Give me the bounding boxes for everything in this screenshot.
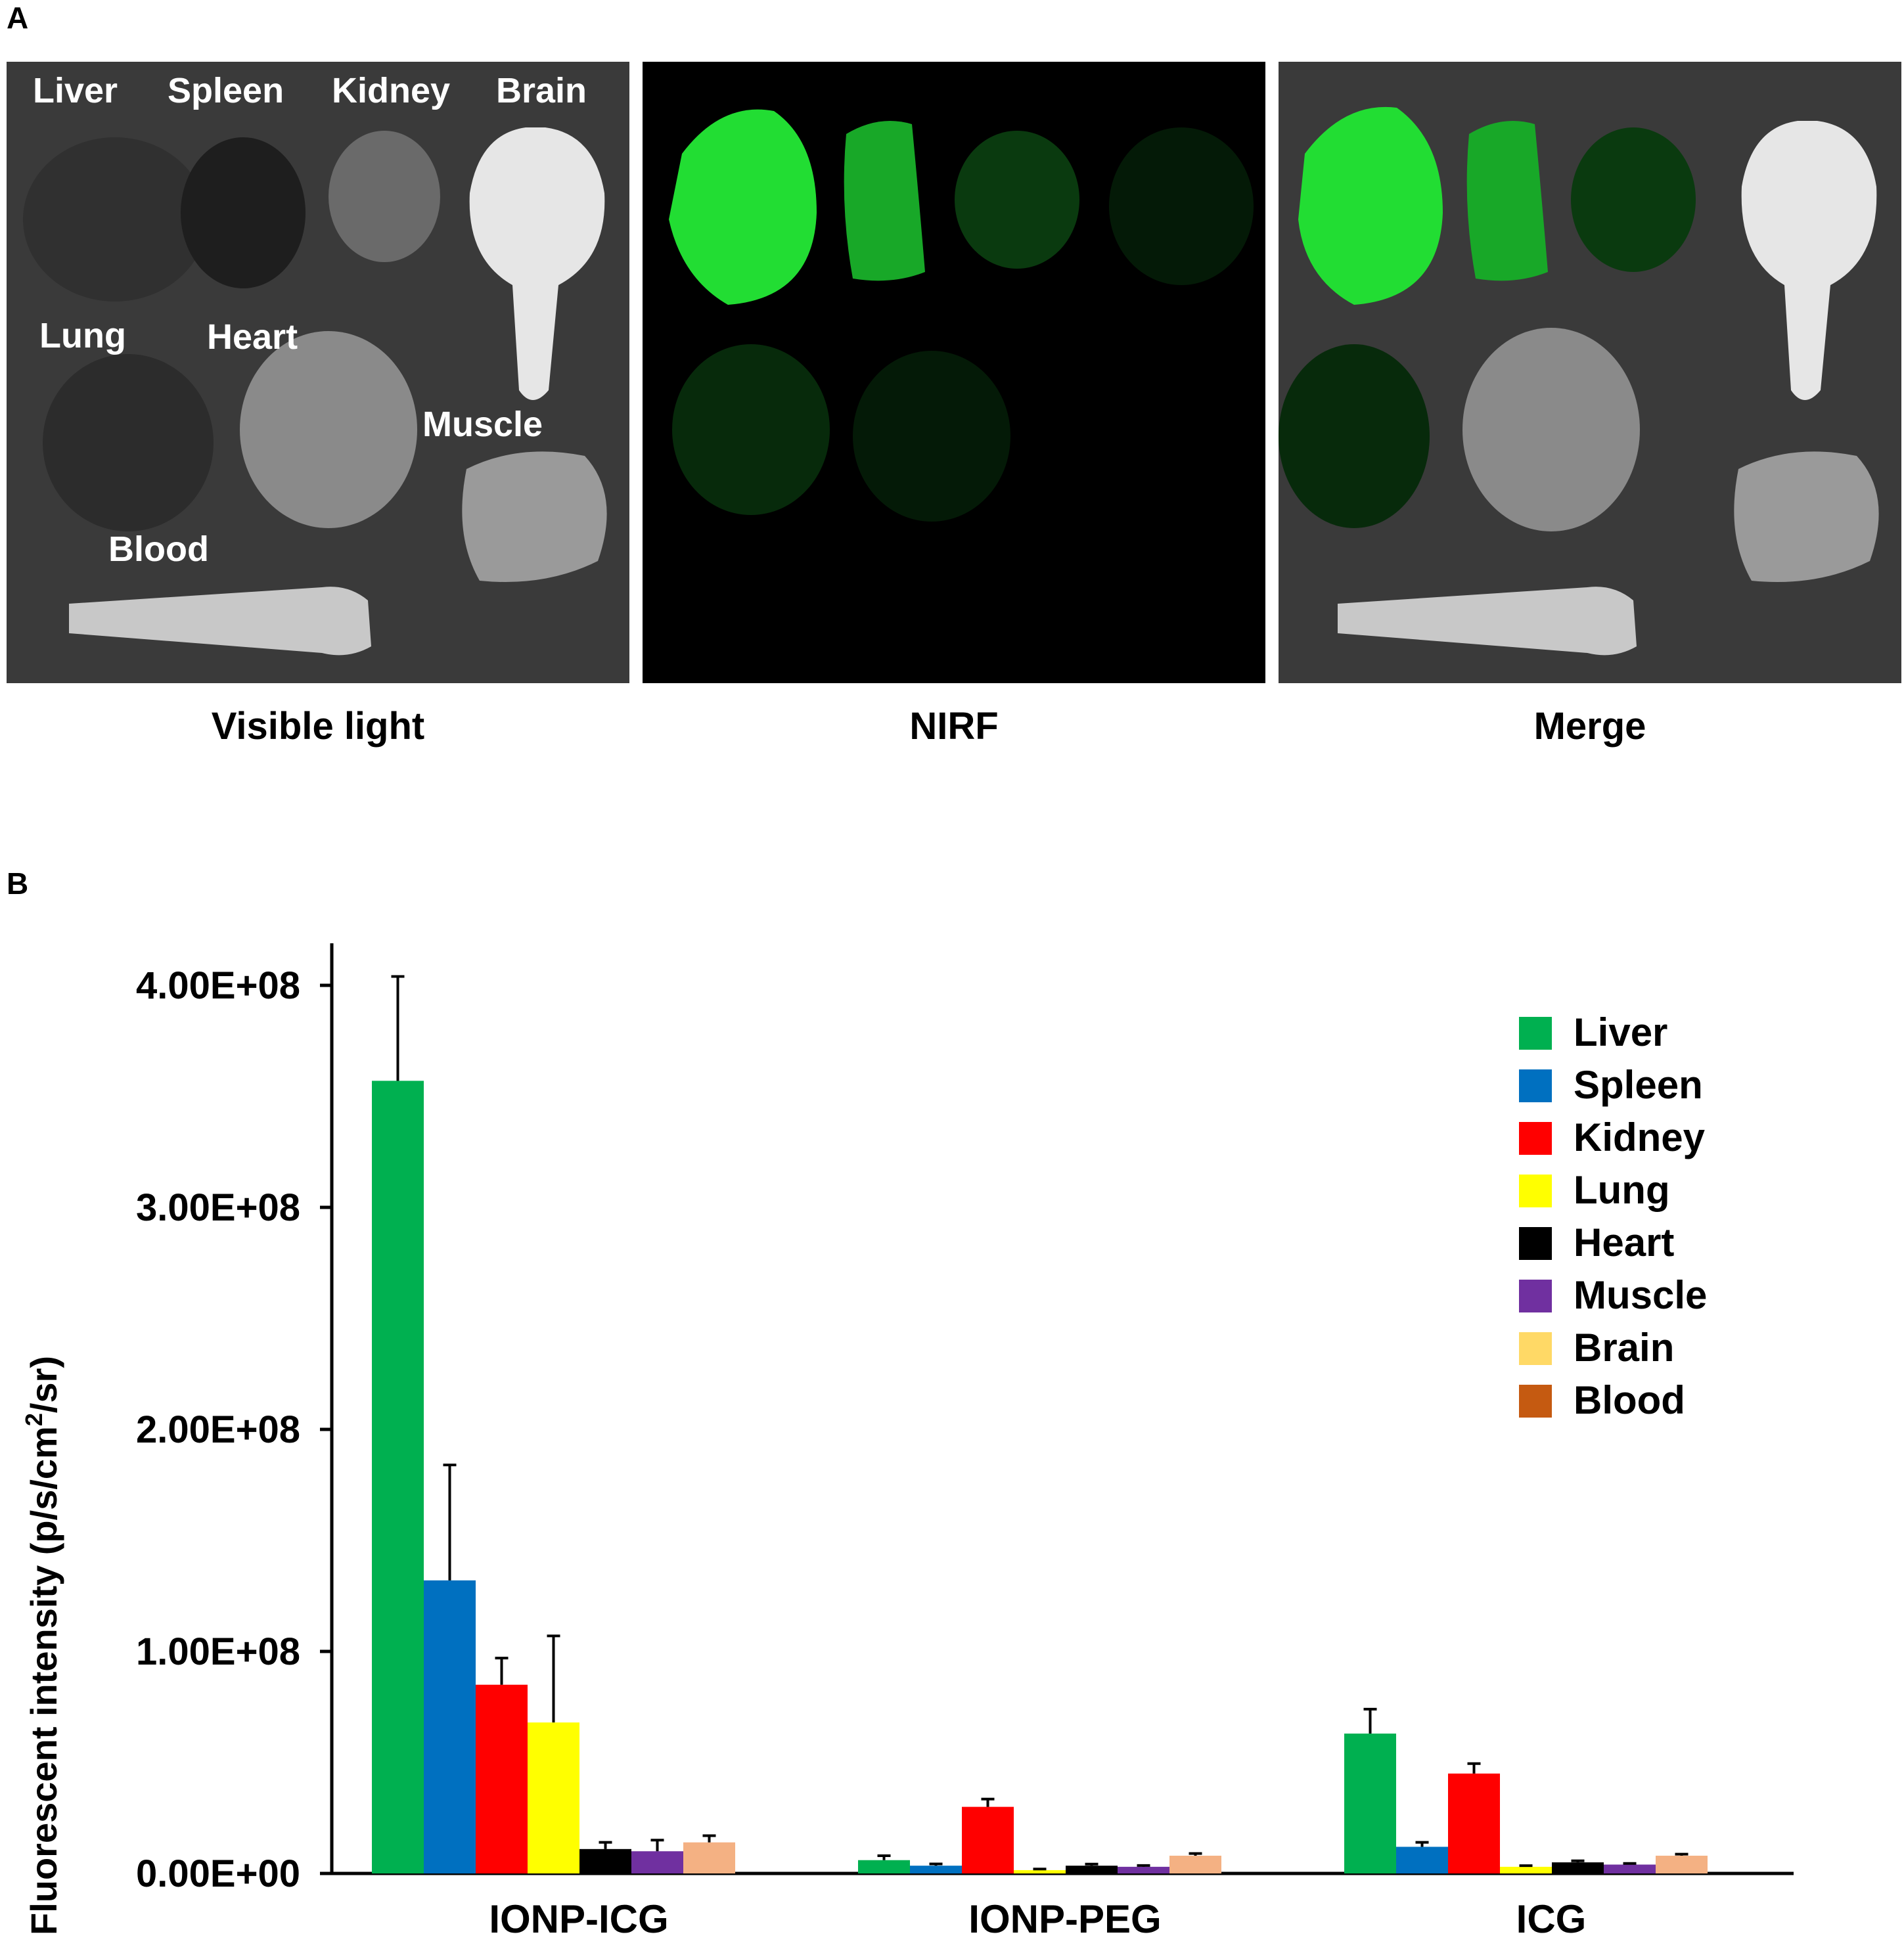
x-category-label: IONP-PEG — [968, 1897, 1161, 1941]
legend-swatch-brain — [1519, 1332, 1552, 1365]
label-muscle: Muscle — [422, 405, 543, 444]
label-lung: Lung — [39, 316, 126, 355]
legend-swatch-muscle — [1519, 1280, 1552, 1312]
bar-spleen-icg — [1396, 1847, 1448, 1873]
y-tick-label: 1.00E+08 — [136, 1630, 300, 1673]
x-category-label: IONP-ICG — [489, 1897, 668, 1941]
label-blood: Blood — [108, 529, 209, 569]
legend-label-brain: Brain — [1574, 1326, 1674, 1370]
x-category-label: ICG — [1516, 1897, 1587, 1941]
legend: Liver Spleen Kidney Lung Heart Muscle Brain Blo… — [1519, 1010, 1707, 1422]
legend-swatch-heart — [1519, 1227, 1552, 1260]
bar-liver-ionp-peg — [858, 1860, 910, 1873]
bar-kidney-ionp-icg — [476, 1684, 528, 1873]
legend-label-blood: Blood — [1574, 1378, 1685, 1422]
y-axis-title: Fluorescent intensity (p/s/cm2/sr) — [20, 1356, 64, 1935]
bar-brain-icg — [1656, 1855, 1708, 1873]
y-tick-label: 3.00E+08 — [136, 1186, 300, 1229]
y-tick-label: 0.00E+00 — [136, 1852, 300, 1895]
legend-swatch-liver — [1519, 1017, 1552, 1050]
legend-swatch-blood — [1519, 1385, 1552, 1418]
bar-chart: 0.00E+00 1.00E+08 2.00E+08 3.00E+08 4.00E+08… — [20, 943, 1794, 1941]
y-tick-label: 2.00E+08 — [136, 1408, 300, 1451]
panel-b-letter: B — [7, 866, 29, 901]
bars: IONP-ICG IONP-PEG ICG — [372, 975, 1708, 1941]
legend-swatch-lung — [1519, 1175, 1552, 1207]
bar-liver-ionp-icg — [372, 1081, 424, 1873]
bar-kidney-ionp-peg — [962, 1806, 1014, 1873]
bar-muscle-ionp-peg — [1118, 1866, 1169, 1873]
bar-spleen-ionp-peg — [910, 1866, 962, 1873]
merge-image — [1279, 62, 1901, 683]
bar-heart-icg — [1552, 1862, 1604, 1873]
label-liver: Liver — [33, 71, 118, 110]
label-kidney: Kidney — [332, 71, 450, 110]
caption-visible-light: Visible light — [211, 705, 425, 748]
legend-label-spleen: Spleen — [1574, 1063, 1703, 1107]
bar-lung-icg — [1500, 1866, 1552, 1873]
legend-label-lung: Lung — [1574, 1168, 1670, 1212]
bar-muscle-ionp-icg — [631, 1851, 683, 1873]
bar-lung-ionp-icg — [528, 1722, 579, 1873]
legend-label-liver: Liver — [1574, 1010, 1667, 1054]
bar-brain-ionp-peg — [1169, 1855, 1221, 1873]
label-spleen: Spleen — [168, 71, 284, 110]
legend-label-muscle: Muscle — [1574, 1273, 1707, 1317]
bar-heart-ionp-peg — [1066, 1866, 1118, 1873]
legend-swatch-kidney — [1519, 1122, 1552, 1155]
caption-nirf: NIRF — [909, 705, 999, 748]
bar-spleen-ionp-icg — [424, 1580, 476, 1873]
bar-kidney-icg — [1448, 1773, 1500, 1873]
nirf-image — [643, 62, 1265, 683]
y-tick-label: 4.00E+08 — [136, 964, 300, 1007]
bar-muscle-icg — [1604, 1864, 1656, 1873]
visible-light-image: Liver Spleen Kidney Brain Lung Heart Mus… — [7, 62, 629, 683]
bar-brain-ionp-icg — [683, 1842, 735, 1873]
bar-heart-ionp-icg — [579, 1848, 631, 1873]
label-brain: Brain — [496, 71, 587, 110]
bar-lung-ionp-peg — [1014, 1870, 1066, 1873]
panel-a-letter: A — [7, 1, 29, 35]
bar-liver-icg — [1344, 1734, 1396, 1873]
label-heart: Heart — [207, 317, 298, 357]
legend-label-kidney: Kidney — [1574, 1115, 1706, 1159]
legend-label-heart: Heart — [1574, 1221, 1674, 1265]
caption-merge: Merge — [1533, 705, 1646, 748]
legend-swatch-spleen — [1519, 1069, 1552, 1102]
